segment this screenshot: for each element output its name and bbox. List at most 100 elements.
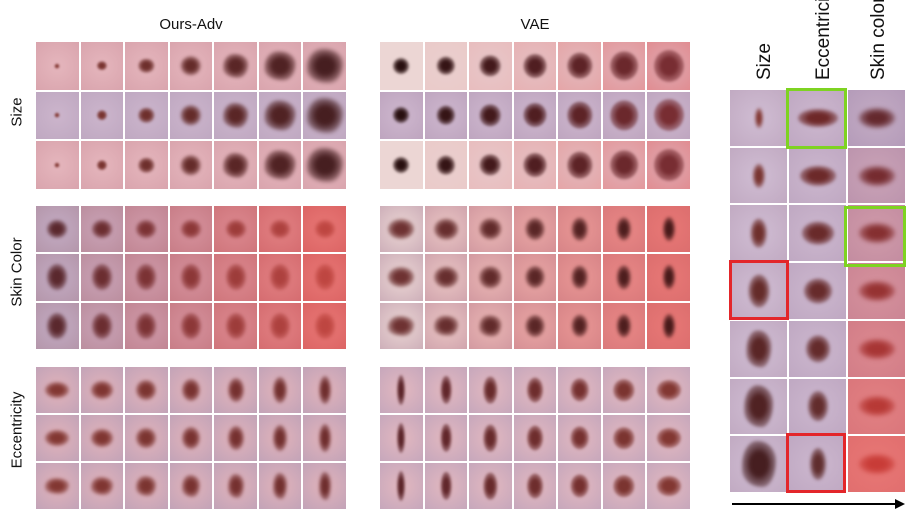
lesion-blob — [809, 448, 826, 481]
lesion-blob — [388, 219, 415, 240]
lesion-blob — [662, 265, 675, 290]
lesion-thumbnail — [513, 91, 557, 140]
lesion-thumbnail — [258, 42, 302, 90]
lesion-blob — [566, 52, 593, 80]
lesion-thumbnail — [424, 141, 468, 189]
lesion-thumbnail — [258, 91, 302, 140]
lesion-blob — [318, 424, 331, 452]
lesion-blob — [525, 266, 545, 289]
lesion-thumbnail — [80, 91, 124, 140]
lesion-blob — [803, 278, 832, 304]
lesion-blob — [273, 377, 288, 403]
lesion-blob — [571, 217, 588, 241]
lesion-blob — [523, 103, 547, 128]
lesion-thumbnail — [380, 415, 423, 461]
lesion-blob — [90, 477, 113, 495]
lesion-thumbnail — [380, 463, 423, 509]
lesion-blob — [225, 220, 246, 239]
lesion-blob — [858, 107, 895, 128]
ours-adv-skin-color-grid — [36, 206, 346, 349]
lesion-blob — [610, 51, 638, 81]
lesion-blob — [752, 163, 765, 188]
lesion-thumbnail — [258, 254, 302, 301]
lesion-blob — [434, 218, 458, 240]
lesion-thumbnail — [214, 302, 257, 349]
lesion-thumbnail — [602, 415, 646, 461]
lesion-thumbnail — [303, 141, 346, 189]
right-col-label-eccentricity: Eccentricity — [813, 0, 834, 80]
lesion-thumbnail — [558, 302, 601, 349]
lesion-thumbnail — [214, 42, 257, 90]
lesion-blob — [750, 218, 767, 248]
lesion-thumbnail — [789, 205, 846, 262]
lesion-thumbnail — [80, 415, 124, 461]
lesion-blob — [397, 471, 406, 501]
lesion-thumbnail — [558, 367, 601, 413]
lesion-thumbnail — [647, 254, 690, 301]
lesion-blob — [388, 267, 415, 288]
lesion-thumbnail — [602, 254, 646, 301]
lesion-thumbnail — [730, 378, 787, 435]
lesion-thumbnail — [424, 42, 468, 90]
lesion-blob — [440, 423, 452, 453]
lesion-blob — [479, 218, 502, 240]
lesion-thumbnail — [36, 254, 79, 301]
lesion-blob — [47, 312, 68, 339]
lesion-thumbnail — [602, 206, 646, 253]
lesion-thumbnail — [214, 206, 257, 253]
lesion-thumbnail — [848, 320, 905, 377]
lesion-thumbnail — [80, 302, 124, 349]
lesion-blob — [480, 154, 501, 176]
lesion-thumbnail — [602, 91, 646, 140]
lesion-blob — [743, 385, 774, 428]
lesion-blob — [91, 264, 112, 291]
lesion-thumbnail — [469, 91, 512, 140]
lesion-thumbnail — [303, 415, 346, 461]
lesion-blob — [799, 165, 836, 186]
green-highlight-skin-color — [844, 206, 906, 267]
lesion-thumbnail — [647, 206, 690, 253]
lesion-blob — [566, 151, 593, 179]
lesion-blob — [180, 312, 201, 339]
lesion-thumbnail — [789, 90, 846, 146]
lesion-thumbnail — [513, 302, 557, 349]
lesion-blob — [571, 266, 588, 289]
lesion-blob — [616, 265, 632, 290]
row-group-label-size: Size — [8, 97, 26, 127]
lesion-thumbnail — [789, 263, 846, 319]
lesion-blob — [227, 378, 244, 402]
lesion-thumbnail — [125, 463, 168, 509]
lesion-blob — [264, 150, 296, 180]
lesion-blob — [440, 471, 452, 501]
lesion-thumbnail — [125, 415, 168, 461]
vae-title: VAE — [520, 16, 550, 33]
lesion-thumbnail — [513, 367, 557, 413]
lesion-thumbnail — [380, 141, 423, 189]
lesion-thumbnail — [303, 463, 346, 509]
vae-eccentricity-grid — [380, 367, 690, 509]
lesion-blob — [858, 338, 895, 359]
lesion-thumbnail — [647, 463, 690, 509]
lesion-blob — [479, 266, 502, 289]
lesion-blob — [613, 379, 635, 401]
right-panel-grid — [730, 90, 905, 492]
lesion-blob — [136, 264, 157, 291]
lesion-thumbnail — [558, 463, 601, 509]
lesion-thumbnail — [36, 91, 79, 140]
lesion-thumbnail — [469, 206, 512, 253]
lesion-blob — [138, 157, 155, 173]
lesion-thumbnail — [730, 436, 787, 492]
lesion-blob — [181, 475, 200, 497]
lesion-blob — [393, 107, 410, 124]
lesion-blob — [138, 108, 155, 123]
lesion-thumbnail — [125, 302, 168, 349]
lesion-blob — [858, 223, 895, 244]
lesion-blob — [314, 220, 335, 239]
lesion-thumbnail — [169, 415, 213, 461]
lesion-thumbnail — [214, 463, 257, 509]
lesion-thumbnail — [789, 378, 846, 435]
lesion-thumbnail — [647, 415, 690, 461]
lesion-blob — [483, 376, 498, 404]
lesion-blob — [656, 380, 681, 400]
lesion-thumbnail — [424, 91, 468, 140]
